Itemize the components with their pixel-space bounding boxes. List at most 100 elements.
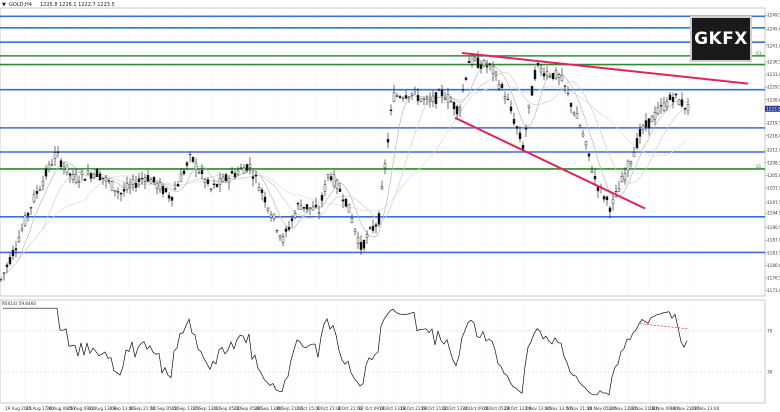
x-tick-label: 17 Sep 13:00 <box>192 406 220 411</box>
candle-body <box>434 92 438 104</box>
x-tick-label: 30 Sep 21:00 <box>275 406 303 411</box>
candle-body <box>212 183 216 186</box>
x-tick-label: 8 Oct 21:00 <box>338 406 363 411</box>
x-tick-label: 6 Oct 21:00 <box>317 406 342 411</box>
candle-body <box>449 100 453 103</box>
candle-body <box>143 177 147 182</box>
candle-body <box>149 179 153 184</box>
candle-body <box>680 99 684 107</box>
candle-body <box>647 118 651 129</box>
rsi-indicator: 70 30 <box>0 307 773 396</box>
candle-body <box>533 69 537 80</box>
candle-body <box>119 192 123 195</box>
y-tick-label: 1233.0 <box>767 72 780 77</box>
candle-body <box>23 215 27 226</box>
candle-body <box>140 178 144 180</box>
candle-body <box>32 193 36 202</box>
y-tick-label: 1187.0 <box>767 238 780 243</box>
x-tick-label: 10 Sep 05:00 <box>151 406 179 411</box>
menu-triangle-icon[interactable]: ▼ <box>2 2 6 8</box>
candle-body <box>653 112 657 120</box>
candle-body <box>359 242 363 250</box>
candle-body <box>671 96 675 103</box>
candle-body <box>263 196 267 203</box>
candle-body <box>479 64 483 69</box>
horizontal-levels: R1 S1 <box>0 15 765 254</box>
candle-body <box>314 204 318 208</box>
candle-body <box>221 176 225 182</box>
candle-body <box>593 176 597 180</box>
candle-body <box>398 96 402 98</box>
candle-body <box>257 187 261 191</box>
candle-body <box>377 213 381 225</box>
trendlines[interactable] <box>454 52 749 210</box>
candle-body <box>665 101 669 107</box>
candle-body <box>155 182 159 189</box>
candle-body <box>581 133 585 137</box>
candle-body <box>137 178 141 182</box>
candle-body <box>326 174 330 178</box>
candle-body <box>575 113 579 119</box>
last-price-box <box>765 105 780 112</box>
candle-body <box>542 73 546 77</box>
candle-body <box>572 112 576 115</box>
candle-body <box>362 240 366 249</box>
candle-body <box>185 162 189 166</box>
rsi-pane-frame <box>0 299 766 404</box>
candle-body <box>254 174 258 177</box>
candle-body <box>0 278 3 281</box>
candle-body <box>512 118 516 124</box>
candle-body <box>5 264 9 268</box>
candle-body <box>224 174 228 181</box>
candle-body <box>587 153 591 157</box>
candle-body <box>548 76 552 78</box>
candle-body <box>518 132 522 140</box>
candle-body <box>20 228 24 231</box>
x-tick-label: 31 Aug 13:00 <box>88 406 117 411</box>
candle-body <box>146 175 150 182</box>
x-tick-label: 19 Nov 21:00 <box>670 406 699 411</box>
candle-body <box>563 85 567 87</box>
candle-body <box>626 160 630 171</box>
candle-body <box>557 74 561 78</box>
candle-body <box>461 89 465 91</box>
candle-body <box>554 70 558 79</box>
candle-body <box>89 173 93 179</box>
candle-body <box>329 176 333 181</box>
candle-body <box>527 104 531 108</box>
candle-body <box>662 102 666 111</box>
y-tick-label: 1183.5 <box>767 250 780 255</box>
x-tick-label: 12 Oct 09:00 <box>358 406 386 411</box>
candle-body <box>590 170 594 173</box>
candle-body <box>530 86 534 96</box>
candle-body <box>437 89 441 91</box>
candle-body <box>95 169 99 178</box>
candle-body <box>29 207 33 209</box>
candle-body <box>194 162 198 170</box>
candle-body <box>632 152 636 157</box>
candle-body <box>251 176 255 179</box>
y-tick-label: 1173.0 <box>767 288 780 293</box>
candle-body <box>566 93 570 95</box>
x-tick-label: 23 Sep 05:00 <box>234 406 262 411</box>
candle-body <box>305 204 309 210</box>
candle-body <box>98 173 102 181</box>
candle-body <box>86 170 90 175</box>
candle-body <box>26 212 30 216</box>
trendline <box>461 52 749 85</box>
candle-body <box>515 126 519 129</box>
candle-body <box>605 196 609 201</box>
candle-body <box>248 164 252 168</box>
candle-body <box>545 71 549 76</box>
y-tick-label: 1212.0 <box>767 148 780 153</box>
candle-body <box>410 92 414 96</box>
price-axis: 1249.5 1245.6 1241.0 1236.5 1233.0 1229.5 1226… <box>765 13 780 293</box>
candle-body <box>281 236 285 243</box>
y-tick-label: 1236.5 <box>767 60 780 65</box>
rsi-line <box>3 307 688 396</box>
candle-body <box>614 191 618 193</box>
x-tick-label: 2 Oct 15:00 <box>296 406 321 411</box>
candle-body <box>650 115 654 123</box>
gkfx-logo: GKFX <box>690 16 752 62</box>
